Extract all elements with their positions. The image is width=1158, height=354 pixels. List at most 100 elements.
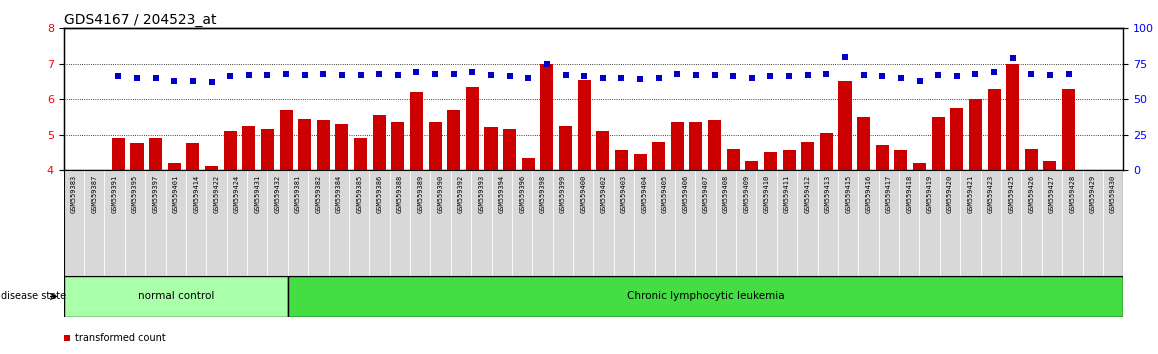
Point: [426, 71, 445, 76]
Point: [779, 74, 798, 79]
Point: [910, 78, 929, 84]
Bar: [329, 170, 349, 276]
Bar: [764, 152, 777, 170]
Point: [818, 71, 836, 76]
Bar: [533, 170, 552, 276]
Bar: [447, 110, 460, 170]
Text: disease state: disease state: [1, 291, 66, 302]
Bar: [471, 170, 492, 276]
Text: GSM559401: GSM559401: [173, 175, 178, 213]
Text: GSM559386: GSM559386: [376, 175, 382, 213]
Bar: [1042, 170, 1062, 276]
Bar: [615, 150, 628, 170]
Point: [668, 71, 687, 76]
Text: GSM559418: GSM559418: [907, 175, 913, 213]
Point: [1041, 72, 1060, 78]
Bar: [247, 170, 267, 276]
Bar: [298, 119, 312, 170]
Bar: [593, 170, 614, 276]
Text: GSM559395: GSM559395: [132, 175, 138, 213]
Bar: [1021, 170, 1042, 276]
Point: [574, 74, 593, 79]
Text: GSM559385: GSM559385: [357, 175, 362, 213]
Bar: [317, 120, 330, 170]
Point: [127, 75, 146, 81]
Point: [556, 72, 574, 78]
Bar: [857, 117, 870, 170]
Bar: [875, 145, 889, 170]
Text: GSM559382: GSM559382: [315, 175, 322, 213]
Bar: [168, 163, 181, 170]
Point: [836, 54, 855, 59]
Text: GSM559429: GSM559429: [1090, 175, 1095, 213]
Text: GSM559381: GSM559381: [295, 175, 301, 213]
Bar: [858, 170, 879, 276]
Point: [966, 71, 984, 76]
Text: GSM559399: GSM559399: [560, 175, 566, 213]
Text: GSM559417: GSM559417: [886, 175, 892, 213]
Bar: [288, 170, 308, 276]
Point: [1023, 71, 1041, 76]
Bar: [670, 122, 684, 170]
Point: [314, 71, 332, 76]
Bar: [951, 108, 963, 170]
Point: [613, 75, 631, 81]
Bar: [349, 170, 369, 276]
Point: [258, 72, 277, 78]
Bar: [1083, 170, 1102, 276]
Bar: [428, 122, 441, 170]
Text: GSM559391: GSM559391: [111, 175, 118, 213]
Point: [742, 75, 761, 81]
Point: [332, 72, 351, 78]
Text: GSM559416: GSM559416: [865, 175, 872, 213]
Bar: [675, 170, 695, 276]
Bar: [777, 170, 797, 276]
Text: GSM559410: GSM559410: [763, 175, 770, 213]
Bar: [125, 170, 145, 276]
Bar: [227, 170, 247, 276]
Bar: [1025, 149, 1038, 170]
Text: transformed count: transformed count: [75, 333, 166, 343]
Bar: [410, 170, 431, 276]
Point: [320, 222, 338, 228]
Text: GSM559423: GSM559423: [988, 175, 994, 213]
Point: [221, 74, 240, 79]
Bar: [450, 170, 471, 276]
Text: GSM559387: GSM559387: [91, 175, 97, 213]
Bar: [940, 170, 960, 276]
Bar: [261, 129, 274, 170]
Point: [351, 72, 369, 78]
Text: GSM559384: GSM559384: [336, 175, 342, 213]
Bar: [635, 170, 654, 276]
Text: GSM559396: GSM559396: [519, 175, 526, 213]
Text: GSM559403: GSM559403: [621, 175, 626, 213]
Point: [445, 71, 463, 76]
Text: GSM559407: GSM559407: [703, 175, 709, 213]
Bar: [838, 170, 858, 276]
Text: GSM559397: GSM559397: [153, 175, 159, 213]
Text: GSM559421: GSM559421: [967, 175, 974, 213]
Point: [277, 71, 295, 76]
Bar: [633, 154, 646, 170]
Bar: [756, 170, 777, 276]
Text: GSM559424: GSM559424: [234, 175, 240, 213]
Point: [984, 69, 1003, 75]
Bar: [1062, 88, 1075, 170]
Bar: [981, 170, 1001, 276]
Point: [109, 74, 127, 79]
Point: [631, 76, 650, 82]
Bar: [391, 122, 404, 170]
Bar: [894, 150, 908, 170]
Bar: [131, 143, 144, 170]
Text: GSM559393: GSM559393: [478, 175, 484, 213]
Point: [873, 74, 892, 79]
Bar: [279, 110, 293, 170]
Point: [519, 75, 537, 81]
Bar: [206, 170, 227, 276]
Text: GSM559392: GSM559392: [459, 175, 464, 213]
Bar: [145, 170, 166, 276]
Point: [463, 69, 482, 75]
Text: GDS4167 / 204523_at: GDS4167 / 204523_at: [64, 13, 217, 27]
Point: [705, 72, 724, 78]
Bar: [969, 99, 982, 170]
